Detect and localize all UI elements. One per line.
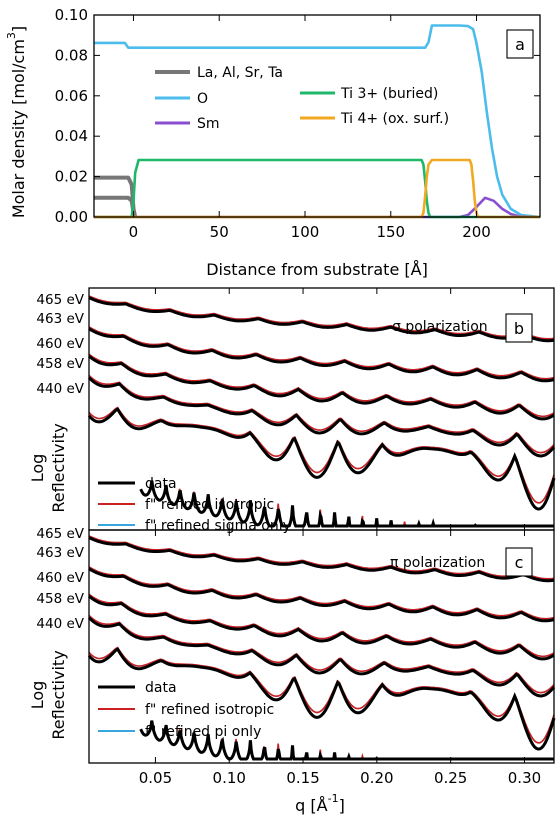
panel-a-ylabel-sup: 3	[5, 32, 18, 39]
panel-a-ytick-label: 0.06	[55, 87, 88, 105]
panel-a-xtick-label: 150	[376, 223, 405, 241]
panel-c-curve-low-data	[139, 720, 554, 761]
panel-c-letter-box	[505, 547, 533, 577]
panel-a-line-sm-3	[94, 196, 541, 219]
panel-a-ylabel-close: ]	[9, 26, 28, 32]
panel-c-xtick-label: 0.05	[139, 769, 172, 787]
panel-a-xtick-label: 100	[291, 223, 320, 241]
panel-a-ytick-label: 0.00	[55, 208, 88, 226]
panel-a-letter-box	[506, 29, 534, 59]
legend-label-la-al-sr-ta: La, Al, Sr, Ta	[197, 65, 283, 81]
panel-b-energy-440: 440 eV	[36, 381, 84, 397]
legend-label-ti3: Ti 3+ (buried)	[340, 86, 438, 102]
panel-c-energy-460: 460 eV	[36, 570, 84, 586]
panel-a-ylabel: Molar density [mol/cm3]	[5, 26, 28, 218]
panel-c: 0.05 0.10 0.15 0.20 0.25 0.30 465 eV 463 eV 4…	[28, 526, 556, 815]
panel-c-xtick-label: 0.10	[213, 769, 246, 787]
panel-c-xlabel-main: q [Å	[295, 796, 327, 815]
panel-b-energy-460: 460 eV	[36, 336, 84, 352]
panel-b-letter-box	[505, 313, 533, 343]
panel-c-legend-label-pi: f" refined pi only	[145, 724, 261, 740]
panel-c-energy-458: 458 eV	[36, 591, 84, 607]
panel-b-legend: data f" refined isotropic f" refined sig…	[98, 476, 291, 534]
panel-b-legend-label-isotropic: f" refined isotropic	[145, 497, 274, 513]
panel-a-xtick-label: 0	[129, 223, 139, 241]
panel-b-energy-465: 465 eV	[36, 292, 84, 308]
panel-c-xlabel: q [Å-1]	[295, 792, 345, 815]
panel-a-ticks: 0 50 100 150 200 0.00 0.02 0.04 0.06 0.08 0.10	[55, 6, 540, 241]
panel-c-curve-data-1	[88, 567, 555, 623]
panel-b-energy-463: 463 eV	[36, 311, 84, 327]
panel-b-ylabel-2: Reflectivity	[49, 423, 68, 512]
panel-b-ylabel-1: Log	[28, 454, 47, 483]
panel-b: 465 eV 463 eV 460 eV 458 eV 440 eV Log R…	[28, 287, 556, 534]
panel-a-ytick-label: 0.08	[55, 46, 88, 64]
panel-c-xlabel-close: ]	[339, 796, 345, 815]
panel-a-line-la-al-sr-ta-1	[94, 195, 138, 218]
legend-label-o: O	[197, 91, 208, 107]
panel-c-xtick-label: 0.15	[286, 769, 319, 787]
panel-b-legend-label-sigma: f" refined sigma only	[145, 518, 291, 534]
panel-b-curve-data-4	[87, 407, 556, 511]
panel-a-line-ti-3-buried-4	[94, 158, 540, 219]
panel-c-ylabel-2: Reflectivity	[49, 650, 68, 739]
panel-c-annotation: π polarization	[390, 555, 485, 571]
panel-c-curve-data-3	[87, 616, 556, 698]
panel-b-curve-data-1	[88, 327, 555, 383]
panel-c-curve-data-4	[87, 647, 556, 751]
panel-a-xtick-label: 50	[210, 223, 229, 241]
panel-a-ylabel-main: Molar density [mol/cm	[9, 39, 28, 218]
legend-label-ti4: Ti 4+ (ox. surf.)	[340, 111, 449, 127]
panel-a-xlabel: Distance from substrate [Å]	[206, 260, 428, 279]
panel-c-legend-label-data: data	[145, 680, 177, 696]
legend-label-sm: Sm	[197, 116, 220, 132]
panel-c-legend: data f" refined isotropic f" refined pi …	[98, 680, 274, 740]
panel-c-letter: c	[515, 553, 524, 572]
panel-b-ticks	[154, 288, 525, 530]
panel-a-xtick-label: 200	[462, 223, 491, 241]
panel-a-legend: La, Al, Sr, Ta O Sm Ti 3+ (buried) Ti 4+…	[155, 65, 449, 132]
panel-c-xtick-label: 0.20	[360, 769, 393, 787]
panel-b-curve-isotropic-3	[88, 374, 555, 454]
panel-b-curve-data-3	[87, 376, 556, 458]
panel-a-series	[94, 24, 541, 219]
panel-a-frame	[93, 14, 541, 218]
panel-c-xtick-label: 0.30	[508, 769, 541, 787]
panel-b-legend-label-data: data	[145, 476, 177, 492]
panel-b-curve-data-0	[88, 296, 555, 343]
panel-b-curve-data-2	[88, 355, 555, 421]
panel-b-letter: b	[514, 319, 524, 338]
panel-a-letter: a	[515, 35, 525, 54]
panel-a-ytick-label: 0.04	[55, 127, 88, 145]
panel-a: 0 50 100 150 200 0.00 0.02 0.04 0.06 0.08 0.10 Mol…	[5, 6, 541, 279]
panel-b-annotation: σ polarization	[392, 319, 488, 335]
panel-c-energy-440: 440 eV	[36, 616, 84, 632]
panel-c-curves	[87, 535, 556, 761]
panel-a-line-ti-4-ox-surf-5	[94, 158, 540, 219]
panel-a-ytick-label: 0.10	[55, 6, 88, 24]
panel-c-energy-463: 463 eV	[36, 545, 84, 561]
panel-c-ylabel-1: Log	[28, 681, 47, 710]
panel-c-xtick-label: 0.25	[434, 769, 467, 787]
panel-c-legend-label-isotropic: f" refined isotropic	[145, 702, 274, 718]
panel-a-line-o-2	[94, 24, 541, 219]
panel-b-curve-low-data	[139, 480, 554, 528]
panel-c-curve-data-2	[88, 595, 555, 661]
panel-c-ticks: 0.05 0.10 0.15 0.20 0.25 0.30	[139, 530, 541, 787]
panel-b-curves	[87, 295, 556, 528]
panel-c-xlabel-sup: -1	[328, 792, 339, 805]
panel-c-frame	[88, 529, 555, 764]
panel-b-curve-pol-3	[88, 374, 555, 454]
panel-b-energy-458: 458 eV	[36, 356, 84, 372]
panel-c-curve-data-0	[88, 536, 555, 583]
panel-c-energy-465: 465 eV	[36, 526, 84, 542]
panel-a-ytick-label: 0.02	[55, 168, 88, 186]
